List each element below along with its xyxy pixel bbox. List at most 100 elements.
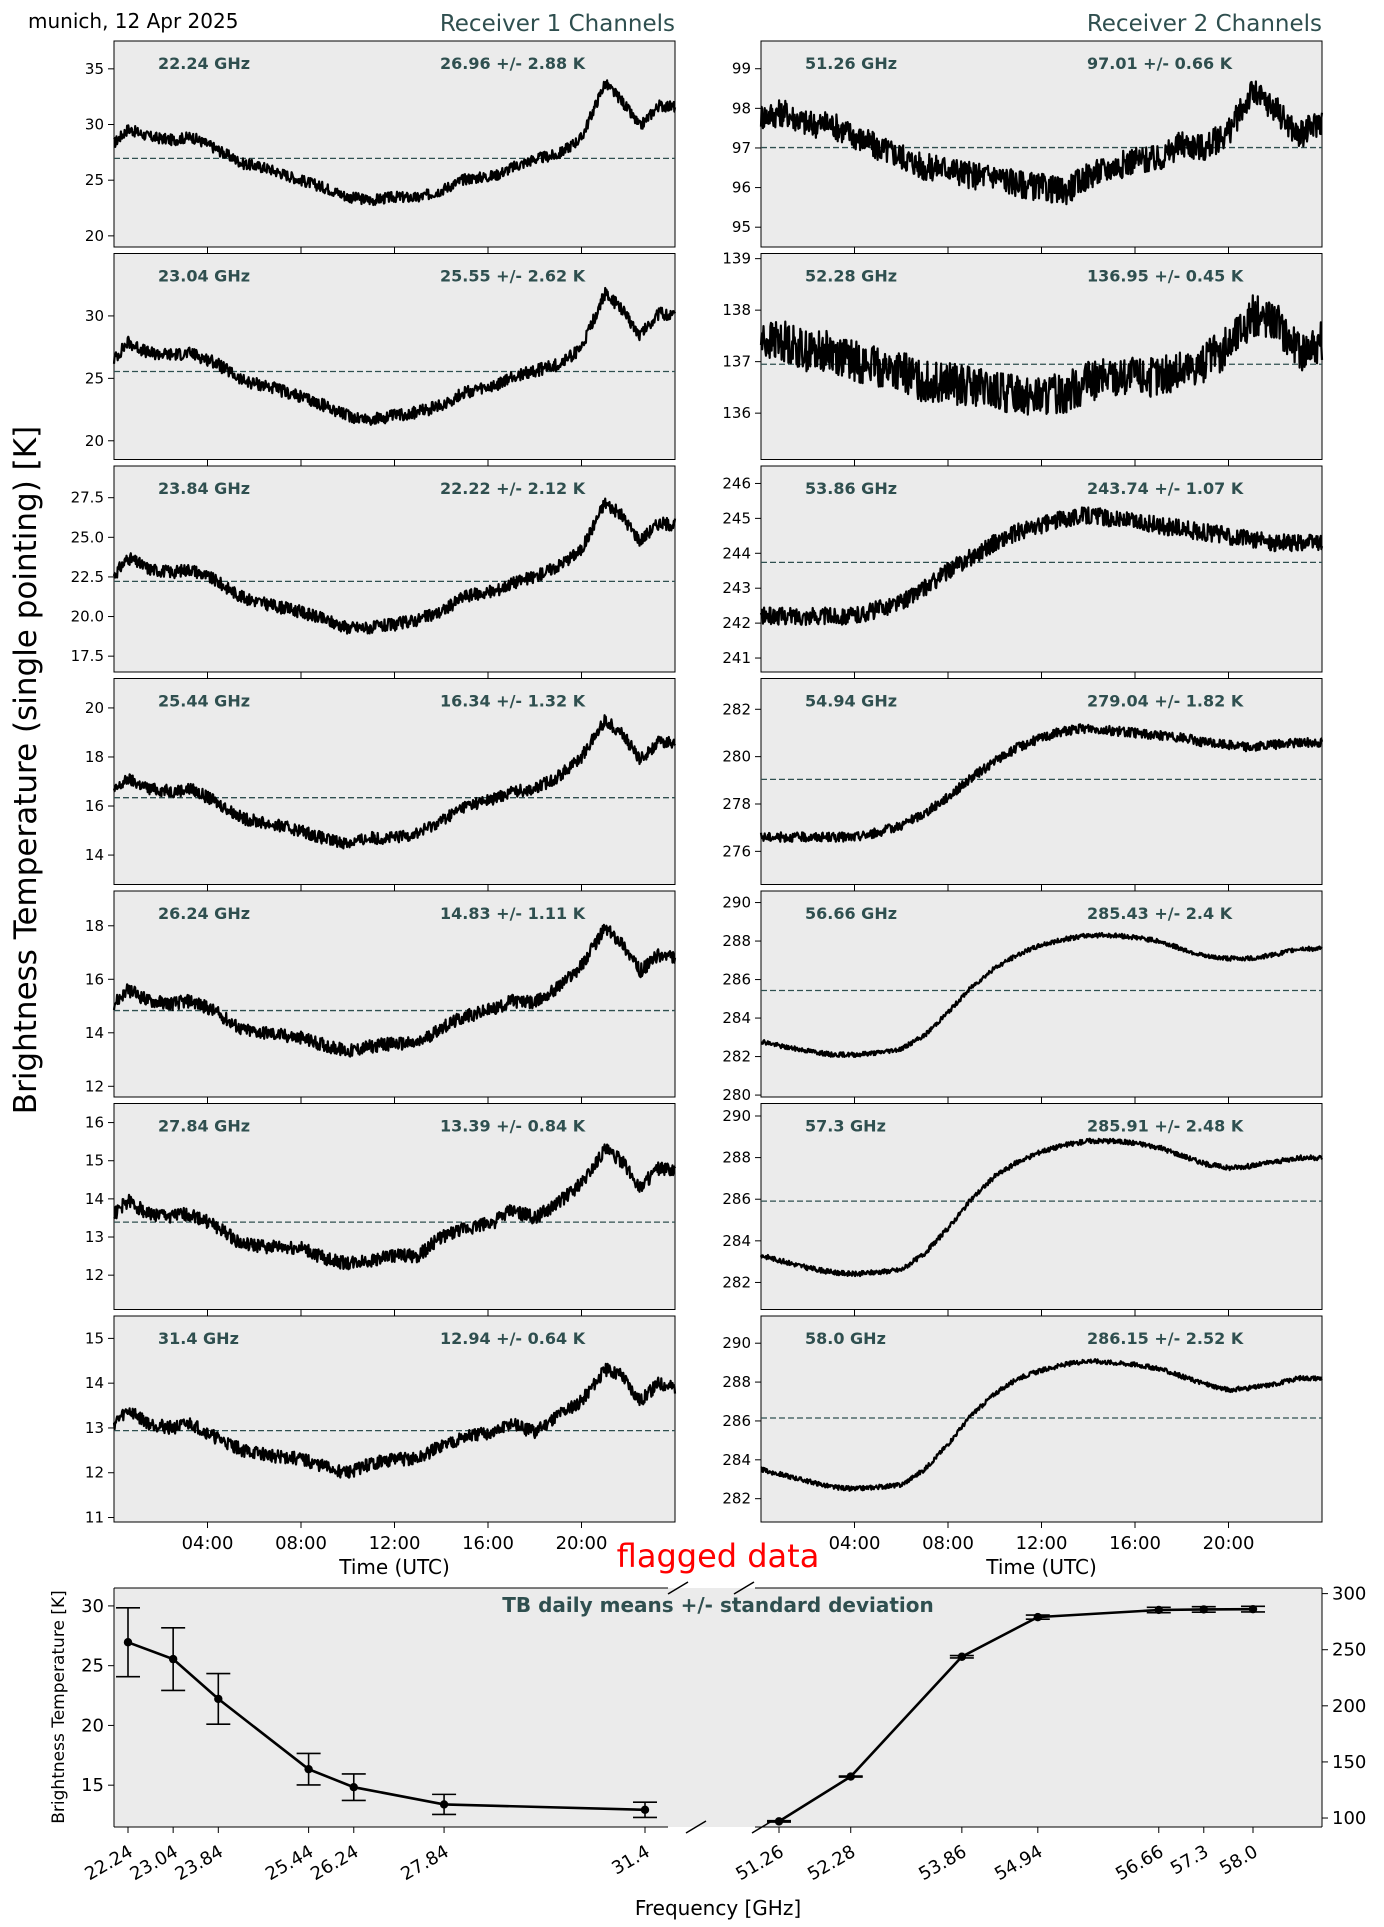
mean-point [439, 1800, 449, 1809]
axis-break-mark [733, 1581, 755, 1595]
y-tick-label: 20 [85, 699, 104, 717]
y-tick-label: 18 [85, 917, 104, 935]
frequency-label: 22.24 GHz [158, 54, 250, 73]
series-line [112, 1362, 677, 1479]
series-line [759, 294, 1324, 416]
y-tick-label: 16 [85, 970, 104, 988]
stat-label: 13.39 +/- 0.84 K [440, 1117, 586, 1136]
mean-point [214, 1694, 223, 1704]
receiver2-title: Receiver 2 Channels [1087, 11, 1322, 37]
means-background [114, 1588, 1322, 1827]
stat-label: 22.22 +/- 2.12 K [440, 479, 586, 498]
y-tick-label: 12 [85, 1464, 104, 1482]
y-tick-label: 282 [722, 1273, 751, 1291]
x-tick-label: 08:00 [922, 1533, 974, 1554]
y-tick-label: 138 [722, 301, 751, 319]
x-tick-label: 22.24 [81, 1841, 136, 1885]
mean-point [1033, 1612, 1043, 1622]
y-tick-label: 25 [85, 369, 104, 387]
y-tick-label: 12 [85, 1266, 104, 1284]
x-axis-label: Time (UTC) [338, 1555, 450, 1579]
y-tick-label: 241 [722, 649, 751, 667]
y-tick-label: 98 [732, 99, 751, 117]
panel-r1-6: 11 12 13 14 15 31.4 GHz 12.94 +/- 0.64 K [85, 1315, 677, 1528]
stat-label: 285.43 +/- 2.4 K [1087, 904, 1233, 923]
panel-background [113, 890, 676, 1098]
x-tick-label: 20:00 [556, 1533, 608, 1554]
frequency-label: 58.0 GHz [805, 1329, 886, 1348]
stat-label: 26.96 +/- 2.88 K [440, 54, 586, 73]
y-tick-label: 100 [1332, 1808, 1366, 1829]
series-line [112, 923, 677, 1058]
y-tick-label: 20 [85, 227, 104, 245]
frequency-label: 23.04 GHz [158, 267, 250, 286]
stat-label: 12.94 +/- 0.64 K [440, 1329, 586, 1348]
y-tick-label: 35 [85, 60, 104, 78]
y-tick-label: 278 [722, 795, 751, 813]
x-axis-label: Time (UTC) [985, 1555, 1097, 1579]
x-tick-label: 16:00 [1109, 1533, 1161, 1554]
x-tick-label: 57.3 [1167, 1841, 1212, 1879]
panel-background [113, 1315, 676, 1523]
x-tick-label: 27.84 [397, 1841, 452, 1885]
y-tick-label: 284 [722, 1009, 751, 1027]
axis-break-mark [751, 1820, 773, 1834]
y-tick-label: 14 [85, 1024, 104, 1042]
mean-point [168, 1654, 178, 1664]
y-tick-label: 15 [85, 1329, 104, 1347]
y-tick-label: 136 [722, 404, 751, 422]
y-tick-label: 25.0 [71, 528, 104, 546]
x-tick-label: 23.04 [127, 1841, 182, 1885]
y-tick-label: 14 [85, 1190, 104, 1208]
x-tick-label: 08:00 [275, 1533, 327, 1554]
y-tick-label: 288 [722, 1373, 751, 1391]
y-tick-label: 290 [722, 894, 751, 912]
y-tick-label: 282 [722, 1490, 751, 1508]
x-tick-label: 12:00 [1016, 1533, 1068, 1554]
y-tick-label: 286 [722, 1412, 751, 1430]
mean-point [640, 1805, 650, 1814]
y-tick-label: 282 [722, 700, 751, 718]
series-line [113, 1143, 677, 1271]
y-tick-label: 290 [722, 1334, 751, 1352]
means-ylabel: Brightness Temperature [K] [49, 1590, 69, 1823]
frequency-label: 51.26 GHz [805, 54, 897, 73]
mean-point [957, 1652, 967, 1661]
mean-point [304, 1764, 313, 1774]
frequency-label: 25.44 GHz [158, 692, 250, 711]
y-tick-label: 17.5 [71, 647, 104, 665]
series-line [759, 723, 1324, 843]
y-tick-label: 280 [722, 1086, 751, 1104]
stat-label: 286.15 +/- 2.52 K [1087, 1329, 1244, 1348]
mean-point [1248, 1604, 1258, 1614]
y-tick-label: 95 [732, 218, 751, 236]
frequency-label: 23.84 GHz [158, 479, 250, 498]
mean-point [1154, 1605, 1163, 1615]
stat-label: 25.55 +/- 2.62 K [440, 267, 586, 286]
stat-label: 285.91 +/- 2.48 K [1087, 1117, 1244, 1136]
x-tick-label: 04:00 [829, 1533, 881, 1554]
panel-background [760, 890, 1323, 1098]
panel-r2-0: 95 96 97 98 99 51.26 GHz 97.01 +/- 0.66 K [732, 40, 1324, 253]
series-line [113, 79, 677, 207]
y-tick-label: 14 [85, 846, 104, 864]
y-tick-label: 244 [722, 544, 751, 562]
y-tick-label: 99 [732, 60, 751, 78]
mean-point [349, 1783, 358, 1792]
y-tick-label: 284 [722, 1232, 751, 1250]
panel-r1-2: 17.5 20.0 22.5 25.0 27.5 23.84 GHz 22.22 +/- 2… [71, 465, 677, 678]
x-tick-label: 52.28 [804, 1841, 859, 1885]
stat-label: 243.74 +/- 1.07 K [1087, 479, 1244, 498]
y-tick-label: 20 [81, 1715, 104, 1736]
y-tick-label: 25 [81, 1656, 104, 1677]
y-tick-label: 15 [81, 1775, 104, 1796]
panel-r2-1: 136 137 138 139 52.28 GHz 136.95 +/- 0.45 K [722, 250, 1324, 466]
y-tick-label: 12 [85, 1077, 104, 1095]
panel-r2-4: 280 282 284 286 288 290 56.66 GHz 285.43 +/- 2.… [722, 890, 1323, 1104]
series-line [759, 80, 1324, 206]
x-tick-label: 58.0 [1216, 1841, 1261, 1879]
frequency-label: 31.4 GHz [158, 1329, 239, 1348]
x-tick-label: 53.86 [915, 1841, 970, 1885]
y-tick-label: 22.5 [71, 568, 104, 586]
y-tick-label: 243 [722, 579, 751, 597]
